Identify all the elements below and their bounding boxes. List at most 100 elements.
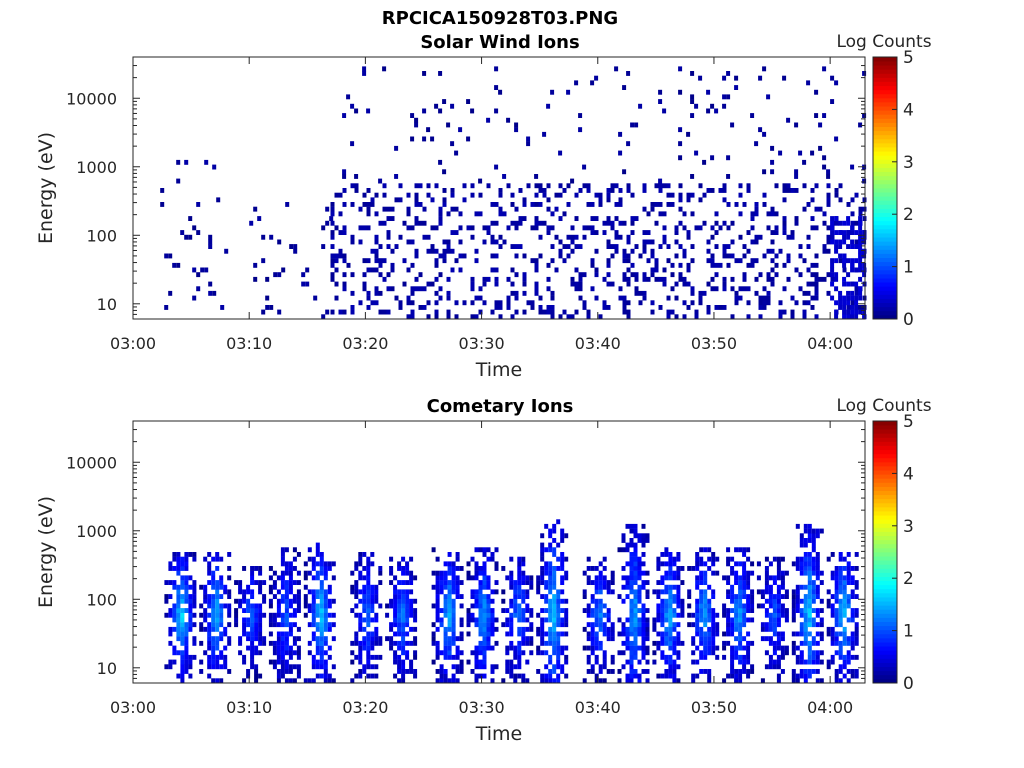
heatmap-cell <box>695 561 700 567</box>
heatmap-cell <box>442 258 447 264</box>
heatmap-cell <box>676 556 681 562</box>
heatmap-cell <box>296 636 301 642</box>
heatmap-cell <box>398 234 403 240</box>
heatmap-cell <box>490 202 495 207</box>
heatmap-cell <box>850 631 855 637</box>
heatmap-cell <box>490 556 495 562</box>
heatmap-cell <box>758 127 763 133</box>
heatmap-cell <box>505 575 510 581</box>
heatmap-cell <box>622 169 627 175</box>
heatmap-cell <box>455 575 460 581</box>
heatmap-cell <box>246 589 251 595</box>
heatmap-cell <box>546 197 551 203</box>
heatmap-cell <box>826 272 831 278</box>
heatmap-cell <box>482 664 487 670</box>
heatmap-cell <box>846 290 851 296</box>
heatmap-cell <box>770 145 775 151</box>
colorbar-segment <box>873 224 897 230</box>
heatmap-cell <box>780 608 785 613</box>
heatmap-cell <box>646 230 651 235</box>
heatmap-cell <box>498 192 503 198</box>
heatmap-cell <box>815 678 820 684</box>
heatmap-cell <box>435 556 440 562</box>
heatmap-cell <box>556 640 561 646</box>
heatmap-cell <box>288 612 293 618</box>
heatmap-cell <box>726 253 731 259</box>
heatmap-cell <box>838 622 843 628</box>
heatmap-cell <box>791 561 796 567</box>
heatmap-cell <box>782 286 787 292</box>
heatmap-cell <box>722 612 727 618</box>
heatmap-cell <box>730 570 735 576</box>
heatmap-cell <box>454 258 459 264</box>
heatmap-cell <box>319 659 324 665</box>
heatmap-cell <box>834 594 839 599</box>
heatmap-cell <box>590 566 595 571</box>
heatmap-cell <box>842 608 847 613</box>
heatmap-cell <box>618 295 623 301</box>
heatmap-cell <box>542 220 547 226</box>
heatmap-cell <box>629 650 634 656</box>
heatmap-cell <box>280 640 285 646</box>
heatmap-cell <box>626 276 631 282</box>
colorbar-label: Log Counts <box>836 32 931 52</box>
heatmap-cell <box>389 566 394 571</box>
heatmap-cell <box>645 589 650 595</box>
heatmap-cell <box>858 225 863 231</box>
heatmap-cell <box>680 640 685 646</box>
heatmap-cell <box>626 281 631 287</box>
heatmap-cell <box>321 244 326 249</box>
heatmap-cell <box>346 262 351 268</box>
heatmap-cell <box>470 575 475 581</box>
heatmap-cell <box>558 248 563 254</box>
heatmap-cell <box>734 608 739 613</box>
heatmap-cell <box>438 206 443 212</box>
heatmap-cell <box>566 89 571 95</box>
heatmap-cell <box>658 178 663 184</box>
heatmap-cell <box>454 230 459 235</box>
heatmap-cell <box>397 603 402 609</box>
heatmap-cell <box>188 654 193 660</box>
heatmap-cell <box>610 570 615 576</box>
heatmap-cell <box>678 197 683 203</box>
heatmap-cell <box>505 650 510 656</box>
heatmap-cell <box>203 612 208 618</box>
heatmap-cell <box>490 678 495 684</box>
heatmap-cell <box>602 566 607 571</box>
heatmap-cell <box>699 547 704 553</box>
heatmap-cell <box>641 603 646 609</box>
heatmap-cell <box>406 295 411 301</box>
heatmap-cell <box>556 673 561 679</box>
heatmap-cell <box>645 626 650 632</box>
heatmap-cell <box>846 561 851 567</box>
heatmap-cell <box>734 300 739 306</box>
heatmap-cell <box>819 622 824 628</box>
heatmap-cell <box>366 556 371 562</box>
heatmap-cell <box>764 636 769 642</box>
heatmap-cell <box>509 626 514 632</box>
heatmap-cell <box>215 617 220 623</box>
heatmap-cell <box>366 290 371 296</box>
heatmap-cell <box>443 570 448 576</box>
heatmap-cell <box>413 636 418 642</box>
heatmap-cell <box>652 640 657 646</box>
heatmap-cell <box>698 225 703 231</box>
colorbar-segment <box>873 445 897 451</box>
heatmap-cell <box>268 598 273 604</box>
y-tick-label: 10 <box>97 295 117 314</box>
heatmap-cell <box>858 244 863 249</box>
heatmap-cell <box>284 659 289 665</box>
heatmap-cell <box>207 673 212 679</box>
heatmap-cell <box>738 669 743 674</box>
heatmap-cell <box>846 654 851 660</box>
heatmap-cell <box>238 598 243 604</box>
heatmap-cell <box>838 654 843 660</box>
heatmap-cell <box>598 612 603 618</box>
heatmap-cell <box>366 580 371 585</box>
heatmap-cell <box>490 267 495 273</box>
heatmap-cell <box>413 640 418 646</box>
heatmap-cell <box>242 631 247 637</box>
heatmap-cell <box>815 589 820 595</box>
heatmap-cell <box>722 183 727 189</box>
